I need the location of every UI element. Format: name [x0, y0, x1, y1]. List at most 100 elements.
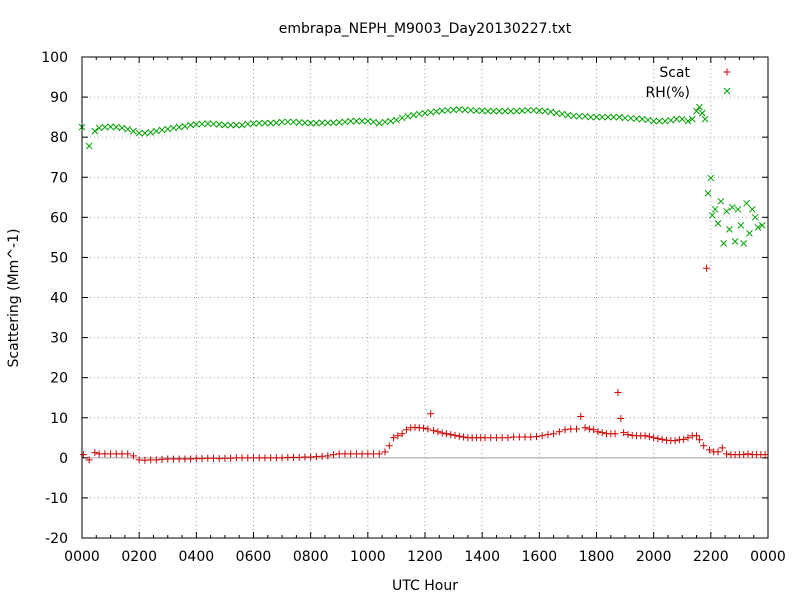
rh-point [723, 207, 730, 215]
rh-point [164, 125, 172, 133]
rh-point [740, 240, 748, 247]
rh-point [711, 205, 719, 213]
rh-point [244, 120, 252, 128]
rh-point [158, 126, 166, 134]
rh-point [347, 117, 355, 125]
rh-point [290, 118, 297, 126]
rh-point [564, 111, 572, 119]
rh-point [698, 109, 706, 117]
rh-point [524, 106, 532, 114]
rh-point [731, 238, 739, 245]
y-tick-label: 80 [50, 130, 68, 146]
rh-point [701, 115, 709, 123]
rh-point [381, 118, 389, 126]
x-tick-label: 1200 [407, 549, 443, 565]
rh-point [553, 109, 560, 117]
rh-point [638, 115, 646, 123]
scat-point [455, 432, 463, 440]
x-tick-label: 1800 [579, 549, 615, 565]
rh-point [518, 107, 526, 115]
scat-point [703, 264, 711, 272]
rh-point [221, 121, 229, 129]
scat-point [442, 430, 450, 438]
rh-point [324, 119, 332, 127]
scat-point [620, 429, 628, 437]
scat-point [330, 451, 338, 459]
rh-point [478, 107, 486, 115]
scat-point [617, 415, 625, 423]
x-tick-label: 2200 [693, 549, 729, 565]
rh-point [404, 112, 412, 120]
plot-frame [81, 56, 769, 539]
rh-point [507, 107, 515, 115]
scat-point [693, 432, 701, 440]
legend-scat-label: Scat [659, 65, 690, 81]
rh-point [627, 114, 635, 122]
scat-point [124, 450, 132, 458]
scat-point [91, 449, 99, 457]
y-axis-label: Scattering (Mm^-1) [6, 229, 22, 368]
legend-rh-marker [723, 87, 731, 95]
scat-point [624, 431, 632, 439]
scat-point [723, 450, 731, 458]
rh-point [490, 107, 497, 115]
grid [82, 57, 768, 538]
scat-point [451, 431, 459, 439]
x-tick-label: 0400 [179, 549, 215, 565]
rh-point [375, 119, 383, 127]
scat-point [581, 424, 589, 432]
rh-point [175, 123, 183, 131]
rh-point [598, 113, 606, 121]
rh-point [152, 127, 160, 135]
legend-rh-symbol [723, 87, 731, 95]
scat-point [538, 432, 546, 440]
y-tick-label: 100 [41, 50, 68, 66]
rh-point [267, 119, 275, 127]
rh-point [688, 115, 696, 123]
scat-point [718, 444, 726, 452]
rh-point [215, 120, 223, 128]
rh-point [644, 116, 652, 124]
legend-scat-symbol [723, 68, 731, 76]
rh-point [261, 119, 269, 127]
rh-point [728, 203, 736, 211]
scat-point [381, 448, 389, 456]
rh-point [438, 107, 446, 115]
rh-point [278, 118, 286, 126]
rh-point [187, 121, 194, 129]
rh-point [273, 119, 280, 127]
y-tick-label: 60 [50, 210, 68, 226]
rh-point [433, 108, 440, 115]
x-tick-labels: 0000 0200 0400 0600 0800 1000 1200 1400 1600 1800… [64, 549, 786, 565]
scat-point [438, 429, 446, 437]
rh-point [604, 113, 612, 121]
rh-point [616, 113, 623, 121]
scat-point [561, 426, 569, 434]
rh-point [118, 124, 126, 132]
scat-point [645, 433, 653, 441]
scat-point [420, 424, 428, 432]
y-tick-labels: -20 -10 0 10 20 30 40 50 60 70 80 90 100 [41, 50, 68, 547]
rh-point [693, 107, 700, 115]
scat-point [740, 451, 748, 459]
rh-point [147, 129, 154, 136]
scat-point [504, 434, 512, 442]
rh-point [633, 115, 640, 123]
rh-point [667, 116, 675, 124]
rh-point [295, 118, 303, 126]
scat-point [555, 428, 563, 436]
rh-point [684, 117, 692, 125]
scat-point [447, 431, 455, 439]
rh-point [610, 113, 618, 121]
scat-point [641, 432, 649, 440]
legend: Scat RH(%) [646, 65, 731, 101]
rh-point [461, 106, 469, 114]
y-tick-label: 70 [50, 170, 68, 186]
scat-point [550, 430, 558, 438]
scat-point [761, 451, 769, 459]
rh-point [427, 108, 435, 116]
rh-point [547, 108, 555, 116]
rh-point [107, 123, 114, 131]
scat-point [614, 388, 622, 396]
